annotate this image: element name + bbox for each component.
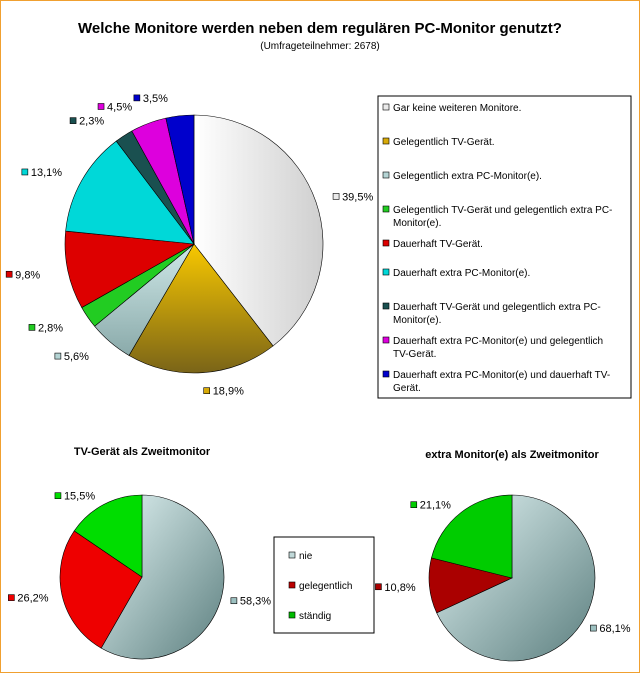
extra-data-label-2: 10,8% <box>375 582 416 594</box>
main-chart-title: Welche Monitore werden neben dem regulär… <box>78 20 562 37</box>
main-slice-2 <box>128 243 274 374</box>
extra-data-label-1: 68,1% <box>590 623 631 635</box>
main-slice-1 <box>193 114 324 347</box>
main-legend-item-1: Gar keine weiteren Monitore. <box>382 103 521 114</box>
svg-text:10,8%: 10,8% <box>384 582 415 594</box>
main-data-label-5: 9,8% <box>5 269 40 281</box>
svg-text:13,1%: 13,1% <box>31 167 62 179</box>
svg-text:39,5%: 39,5% <box>342 191 373 203</box>
svg-text:18,9%: 18,9% <box>213 386 244 398</box>
main-legend-box <box>377 95 632 399</box>
svg-text:2,3%: 2,3% <box>79 116 104 128</box>
svg-text:4,5%: 4,5% <box>107 101 132 113</box>
tv-pie: 58,3% 26,2% 15,5% <box>8 491 271 660</box>
svg-text:Gerät.: Gerät. <box>393 383 421 394</box>
main-data-label-4: 2,8% <box>28 322 63 334</box>
svg-text:Gelegentlich TV-Gerät und gele: Gelegentlich TV-Gerät und gelegentlich e… <box>393 205 612 216</box>
main-legend-item-3: Gelegentlich extra PC-Monitor(e). <box>382 171 542 182</box>
extra-pie: 68,1% 10,8% 21,1% <box>375 494 631 662</box>
extra-slice-3 <box>431 494 513 579</box>
svg-text:68,1%: 68,1% <box>599 623 630 635</box>
main-data-label-7: 2,3% <box>69 116 104 128</box>
main-slice-5 <box>64 230 195 308</box>
main-legend-item-9: Dauerhaft extra PC-Monitor(e) und dauerh… <box>382 370 610 394</box>
extra-chart-title: extra Monitor(e) als Zweitmonitor <box>425 449 599 461</box>
svg-text:ständig: ständig <box>299 611 331 622</box>
main-pie: 39,5% 18,9% 5,6% 2,8% 9,8% 13,1% 2,3%4,5% 3,5% <box>5 93 373 398</box>
svg-text:Gelegentlich TV-Gerät.: Gelegentlich TV-Gerät. <box>393 137 495 148</box>
shared-legend-item-2: gelegentlich <box>288 581 352 592</box>
svg-text:Monitor(e).: Monitor(e). <box>393 218 441 229</box>
main-data-label-3: 5,6% <box>54 351 89 363</box>
main-legend-item-7: Dauerhaft TV-Gerät und gelegentlich extr… <box>382 302 601 326</box>
main-legend: Gar keine weiteren Monitore. Gelegentlich… <box>382 103 612 394</box>
main-slice-6 <box>65 140 195 245</box>
svg-text:nie: nie <box>299 551 313 562</box>
svg-text:Dauerhaft TV-Gerät.: Dauerhaft TV-Gerät. <box>393 239 483 250</box>
svg-text:58,3%: 58,3% <box>240 596 271 608</box>
tv-slice-3 <box>73 494 143 578</box>
main-data-label-1: 39,5% <box>332 191 373 203</box>
main-legend-item-6: Dauerhaft extra PC-Monitor(e). <box>382 268 530 279</box>
extra-slice-1 <box>436 494 596 662</box>
tv-data-label-3: 15,5% <box>54 491 95 503</box>
svg-text:Dauerhaft extra PC-Monitor(e): Dauerhaft extra PC-Monitor(e) und dauerh… <box>393 370 610 381</box>
main-slice-9 <box>165 114 195 245</box>
main-legend-item-4: Gelegentlich TV-Gerät und gelegentlich e… <box>382 205 612 229</box>
svg-text:5,6%: 5,6% <box>64 351 89 363</box>
extra-data-label-3: 21,1% <box>410 500 451 512</box>
svg-text:gelegentlich: gelegentlich <box>299 581 352 592</box>
main-data-label-6: 13,1% <box>21 167 62 179</box>
tv-data-label-2: 26,2% <box>8 593 49 605</box>
shared-legend-item-1: nie <box>288 551 313 562</box>
svg-text:Monitor(e).: Monitor(e). <box>393 315 441 326</box>
svg-text:Dauerhaft TV-Gerät und gelegen: Dauerhaft TV-Gerät und gelegentlich extr… <box>393 302 601 313</box>
main-data-label-8: 4,5% <box>97 101 132 113</box>
main-data-label-9: 3,5% <box>133 93 168 105</box>
svg-text:3,5%: 3,5% <box>143 93 168 105</box>
main-chart-subtitle: (Umfrageteilnehmer: 2678) <box>260 41 380 52</box>
svg-text:Dauerhaft extra PC-Monitor(e).: Dauerhaft extra PC-Monitor(e). <box>393 268 530 279</box>
main-legend-item-8: Dauerhaft extra PC-Monitor(e) und gelege… <box>382 336 603 360</box>
svg-text:26,2%: 26,2% <box>17 593 48 605</box>
main-legend-item-2: Gelegentlich TV-Gerät. <box>382 137 495 148</box>
tv-chart-title: TV-Gerät als Zweitmonitor <box>74 446 211 458</box>
svg-text:Gar keine weiteren Monitore.: Gar keine weiteren Monitore. <box>393 103 521 114</box>
svg-text:15,5%: 15,5% <box>64 491 95 503</box>
main-legend-item-5: Dauerhaft TV-Gerät. <box>382 239 483 250</box>
tv-slice-2 <box>59 530 143 649</box>
svg-text:9,8%: 9,8% <box>15 269 40 281</box>
svg-text:2,8%: 2,8% <box>38 322 63 334</box>
tv-slice-1 <box>100 494 225 660</box>
svg-text:Gelegentlich extra PC-Monitor(: Gelegentlich extra PC-Monitor(e). <box>393 171 542 182</box>
svg-text:Dauerhaft extra PC-Monitor(e): Dauerhaft extra PC-Monitor(e) und gelege… <box>393 336 603 347</box>
shared-legend-item-3: ständig <box>288 611 331 622</box>
main-data-label-2: 18,9% <box>203 386 244 398</box>
svg-text:21,1%: 21,1% <box>420 500 451 512</box>
tv-data-label-1: 58,3% <box>230 596 271 608</box>
svg-text:TV-Gerät.: TV-Gerät. <box>393 349 436 360</box>
shared-legend: nie gelegentlich ständig <box>288 551 352 622</box>
